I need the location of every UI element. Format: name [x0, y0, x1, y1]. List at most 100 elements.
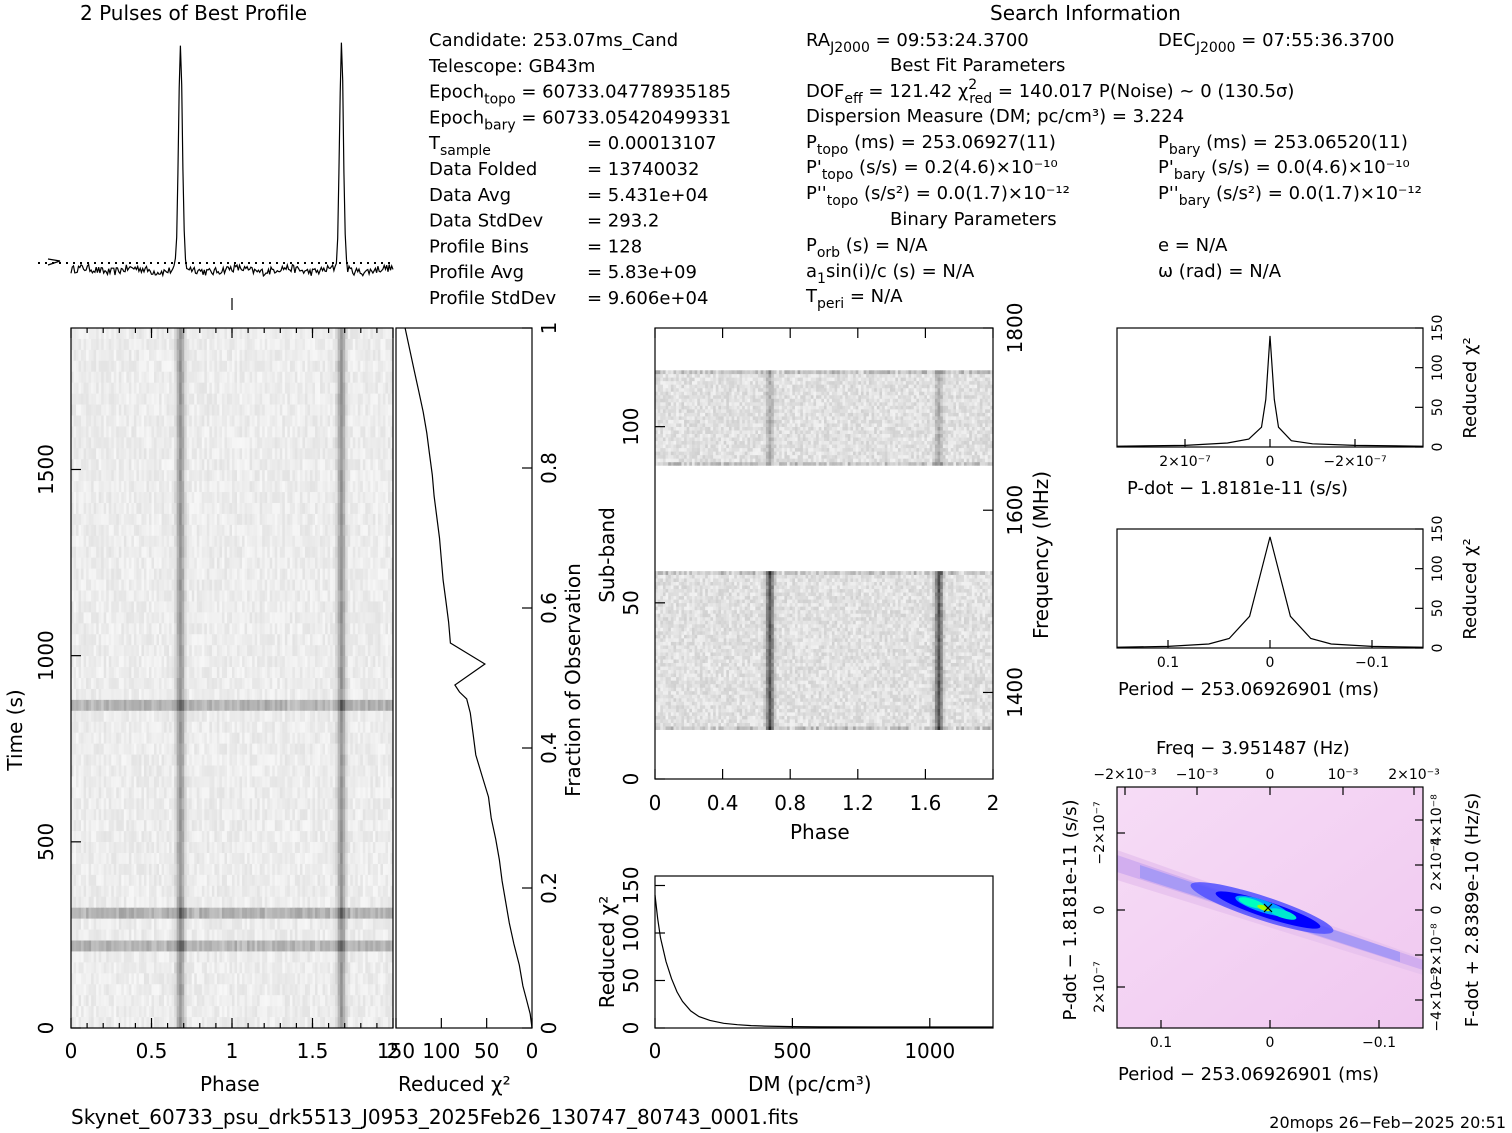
time-phase-cell [121, 688, 125, 701]
time-phase-cell [242, 601, 245, 613]
time-phase-cell [179, 612, 182, 624]
time-phase-cell [91, 503, 94, 515]
time-phase-cell [113, 459, 117, 471]
time-phase-cell [73, 568, 77, 580]
time-phase-cell [116, 360, 120, 373]
time-phase-cell [121, 656, 125, 668]
time-phase-cell [209, 404, 213, 416]
time-phase-cell [252, 623, 255, 635]
time-phase-cell [83, 732, 87, 744]
time-phase-cell [219, 513, 223, 526]
time-phase-cell [78, 371, 82, 383]
time-phase-cell [174, 623, 177, 635]
time-phase-cell [176, 360, 180, 373]
time-phase-cell [143, 710, 147, 723]
time-phase-cell [111, 612, 115, 624]
time-phase-cell [146, 382, 150, 394]
time-phase-cell [259, 678, 263, 690]
time-phase-cell [340, 634, 343, 646]
time-phase-cell [347, 371, 351, 383]
time-phase-cell [121, 732, 125, 744]
time-phase-cell [360, 393, 364, 405]
time-phase-cell [211, 623, 215, 635]
time-phase-cell [234, 492, 238, 504]
time-phase-cell [292, 524, 296, 537]
time-phase-cell [365, 721, 369, 733]
time-phase-cell [211, 404, 215, 416]
time-phase-cell [332, 678, 336, 690]
time-phase-cell [196, 546, 200, 558]
time-phase-cell [385, 481, 389, 493]
time-phase-cell [191, 590, 195, 602]
time-phase-cell [71, 743, 74, 755]
time-phase-cell [362, 590, 366, 602]
time-phase-cell [372, 524, 376, 537]
time-phase-cell [166, 382, 170, 394]
time-phase-cell [86, 437, 89, 449]
time-phase-cell [372, 349, 376, 362]
time-phase-cell [174, 546, 177, 558]
time-phase-cell [272, 721, 276, 733]
time-phase-cell [277, 732, 281, 744]
time-phase-cell [186, 699, 190, 712]
time-phase-cell [138, 328, 142, 340]
time-phase-cell [186, 393, 190, 405]
time-phase-cell [126, 426, 130, 438]
time-phase-cell [196, 590, 200, 602]
time-phase-cell [214, 590, 218, 602]
time-phase-cell [176, 459, 180, 471]
time-phase-cell [330, 568, 333, 580]
time-phase-cell [322, 524, 326, 537]
time-phase-cell [267, 667, 271, 679]
time-phase-cell [176, 612, 180, 624]
time-phase-cell [279, 579, 283, 591]
time-phase-cell [340, 328, 343, 340]
time-phase-cell [297, 393, 301, 405]
time-phase-cell [194, 634, 198, 646]
time-phase-cell [327, 382, 331, 394]
time-phase-cell [264, 437, 268, 449]
time-phase-cell [164, 601, 167, 613]
time-phase-cell [302, 513, 306, 526]
time-phase-cell [196, 328, 200, 340]
time-phase-cell [71, 448, 74, 460]
time-phase-cell [78, 721, 82, 733]
time-phase-cell [143, 623, 147, 635]
time-phase-cell [98, 503, 102, 515]
time-phase-cell [199, 513, 203, 526]
time-phase-cell [71, 481, 74, 493]
time-phase-cell [274, 382, 278, 394]
time-phase-cell [299, 557, 303, 569]
time-phase-cell [214, 513, 218, 526]
time-phase-cell [141, 360, 145, 373]
time-phase-cell [161, 349, 165, 362]
time-phase-cell [73, 426, 77, 438]
time-phase-cell [249, 338, 253, 351]
time-phase-cell [154, 393, 157, 405]
time-phase-cell [176, 688, 180, 701]
time-phase-cell [98, 459, 102, 471]
time-phase-cell [143, 568, 147, 580]
time-phase-cell [161, 568, 165, 580]
time-phase-cell [143, 426, 147, 438]
time-phase-cell [387, 524, 391, 537]
time-phase-cell [242, 546, 245, 558]
time-phase-cell [143, 590, 147, 602]
time-phase-cell [372, 546, 376, 558]
time-phase-cell [126, 667, 130, 679]
time-phase-cell [385, 448, 389, 460]
time-phase-cell [247, 382, 250, 394]
time-phase-cell [244, 699, 248, 712]
time-phase-cell [93, 338, 97, 351]
time-phase-cell [116, 568, 120, 580]
time-phase-cell [176, 634, 180, 646]
time-phase-cell [113, 513, 117, 526]
time-phase-cell [292, 535, 296, 548]
time-phase-cell [370, 503, 374, 515]
time-phase-cell [159, 328, 162, 340]
time-phase-cell [277, 382, 281, 394]
time-phase-cell [385, 426, 389, 438]
time-phase-cell [164, 338, 167, 351]
time-phase-cell [224, 448, 228, 460]
time-phase-cell [169, 721, 172, 733]
